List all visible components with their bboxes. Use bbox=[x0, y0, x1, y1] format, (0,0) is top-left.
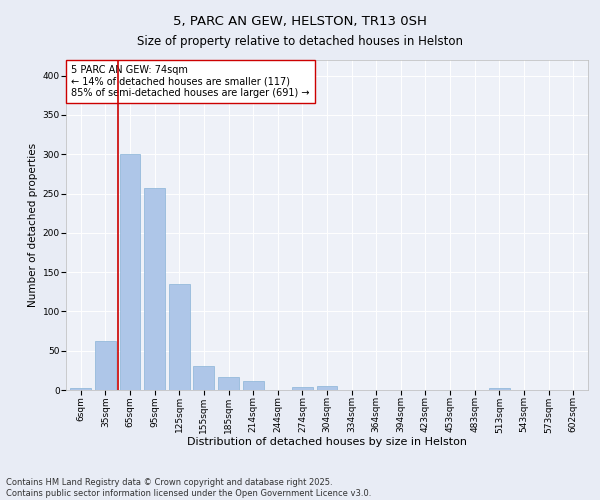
Bar bbox=[242, 380, 263, 390]
Bar bbox=[317, 386, 337, 390]
Bar bbox=[489, 388, 510, 390]
Bar bbox=[95, 342, 116, 390]
X-axis label: Distribution of detached houses by size in Helston: Distribution of detached houses by size … bbox=[187, 437, 467, 447]
Text: Size of property relative to detached houses in Helston: Size of property relative to detached ho… bbox=[137, 35, 463, 48]
Text: 5 PARC AN GEW: 74sqm
← 14% of detached houses are smaller (117)
85% of semi-deta: 5 PARC AN GEW: 74sqm ← 14% of detached h… bbox=[71, 65, 310, 98]
Bar bbox=[218, 378, 239, 390]
Text: Contains HM Land Registry data © Crown copyright and database right 2025.
Contai: Contains HM Land Registry data © Crown c… bbox=[6, 478, 371, 498]
Text: 5, PARC AN GEW, HELSTON, TR13 0SH: 5, PARC AN GEW, HELSTON, TR13 0SH bbox=[173, 15, 427, 28]
Bar bbox=[70, 388, 91, 390]
Bar bbox=[193, 366, 214, 390]
Bar bbox=[119, 154, 140, 390]
Y-axis label: Number of detached properties: Number of detached properties bbox=[28, 143, 38, 307]
Bar bbox=[144, 188, 165, 390]
Bar bbox=[169, 284, 190, 390]
Bar bbox=[292, 387, 313, 390]
